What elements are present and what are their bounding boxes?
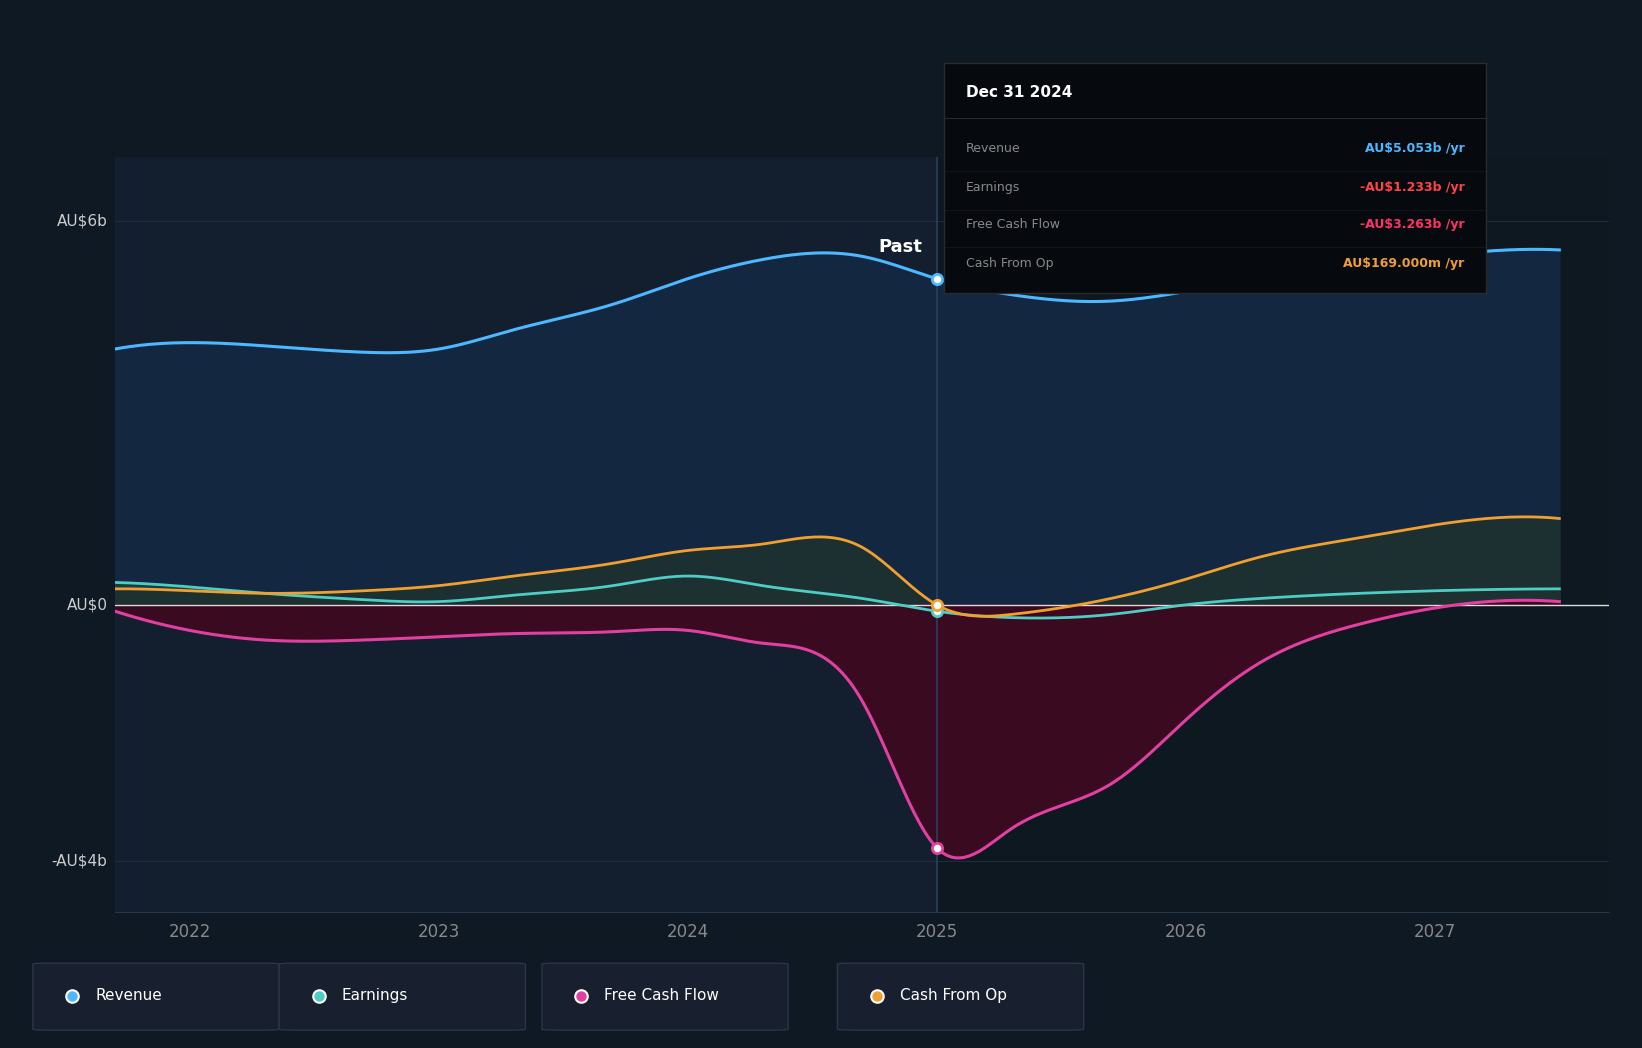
Text: Free Cash Flow: Free Cash Flow <box>965 218 1059 231</box>
Text: AU$169.000m /yr: AU$169.000m /yr <box>1343 257 1465 270</box>
Text: Revenue: Revenue <box>965 141 1020 155</box>
FancyBboxPatch shape <box>542 963 788 1030</box>
Text: Earnings: Earnings <box>965 181 1020 194</box>
Text: Cash From Op: Cash From Op <box>965 257 1053 270</box>
Text: AU$0: AU$0 <box>66 597 107 612</box>
FancyBboxPatch shape <box>33 963 279 1030</box>
Text: AU$6b: AU$6b <box>56 214 107 228</box>
Bar <box>936 157 1609 912</box>
Text: Dec 31 2024: Dec 31 2024 <box>965 85 1072 101</box>
Text: -AU$4b: -AU$4b <box>51 853 107 868</box>
Text: -AU$1.233b /yr: -AU$1.233b /yr <box>1360 181 1465 194</box>
Text: Past: Past <box>878 238 921 256</box>
Point <box>923 270 949 287</box>
Text: -AU$3.263b /yr: -AU$3.263b /yr <box>1360 218 1465 231</box>
Text: AU$5.053b /yr: AU$5.053b /yr <box>1365 141 1465 155</box>
Text: Earnings: Earnings <box>342 988 407 1003</box>
Text: Free Cash Flow: Free Cash Flow <box>604 988 719 1003</box>
Point <box>923 596 949 613</box>
Point <box>923 839 949 856</box>
FancyBboxPatch shape <box>837 963 1084 1030</box>
Text: Cash From Op: Cash From Op <box>900 988 1007 1003</box>
Text: Revenue: Revenue <box>95 988 163 1003</box>
FancyBboxPatch shape <box>279 963 525 1030</box>
Point <box>923 603 949 619</box>
Text: Analysts Forecasts: Analysts Forecasts <box>952 238 1120 256</box>
Bar <box>115 157 936 912</box>
